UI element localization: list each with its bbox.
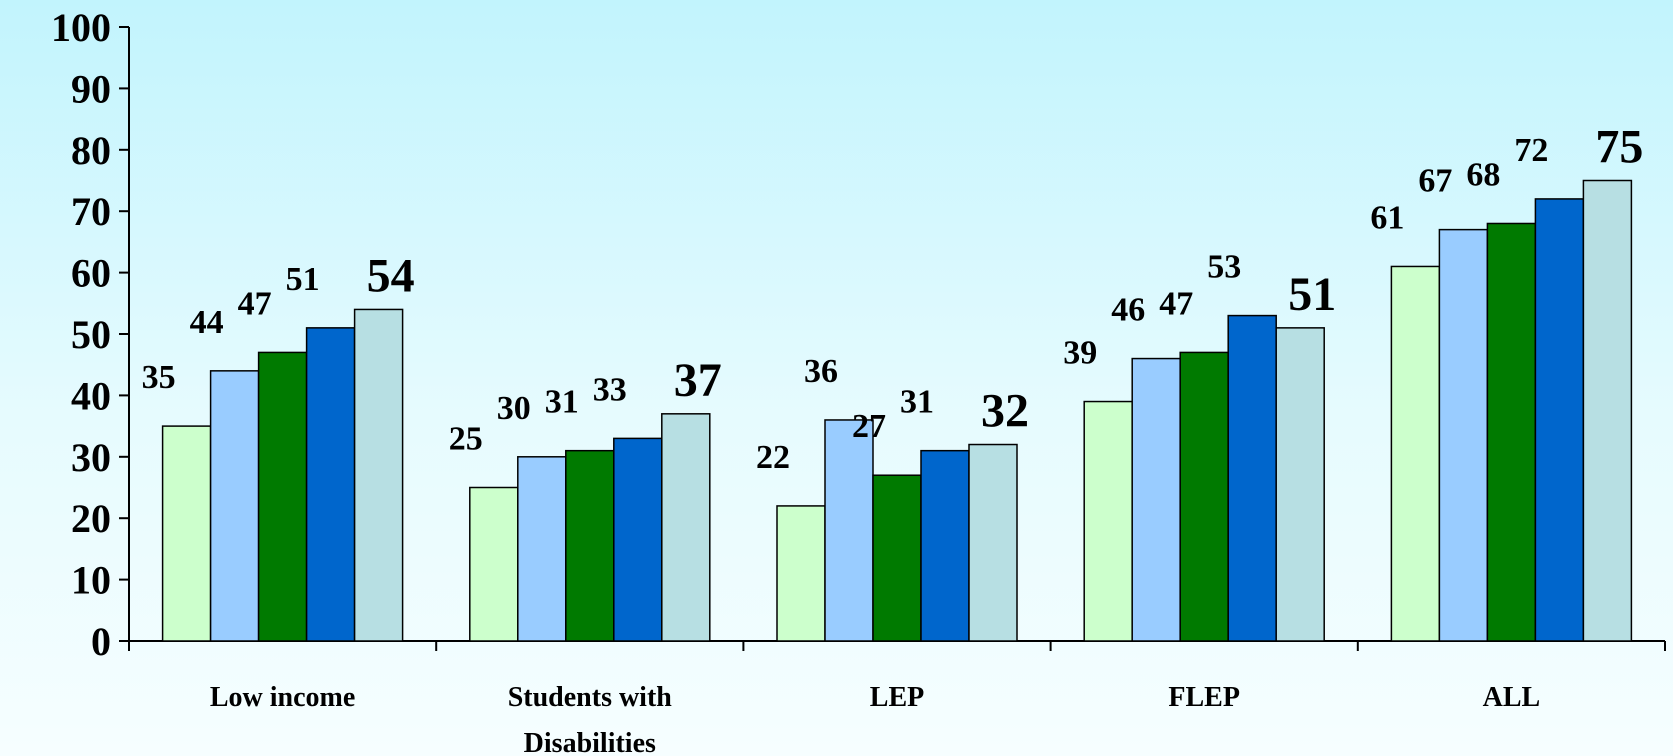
y-tick-label: 10	[71, 558, 111, 603]
bar-value-label: 36	[804, 353, 838, 390]
x-category-label: ALL	[1483, 682, 1541, 713]
bar	[305, 327, 356, 642]
y-tick-label: 80	[71, 128, 111, 173]
bar	[1131, 357, 1181, 642]
bar-value-label: 31	[900, 384, 934, 421]
y-tick-label: 20	[71, 496, 111, 541]
bar-value-label: 75	[1595, 121, 1643, 174]
bar	[920, 449, 970, 642]
bar-value-label: 30	[497, 390, 531, 427]
bar-value-label: 68	[1466, 156, 1500, 193]
bar-value-label: 47	[1159, 285, 1193, 322]
x-category-label: LEP	[870, 682, 924, 713]
y-tick-label: 30	[71, 435, 111, 480]
bar	[1486, 222, 1537, 642]
bar	[661, 413, 711, 642]
bar-value-label: 61	[1370, 199, 1404, 236]
bar-value-label: 67	[1418, 163, 1452, 200]
data-labels: 35 25 22 39 61 44 30 36 46 67 47 31 27 47 68 51 33 31 53 72…	[142, 121, 1644, 476]
bar	[469, 486, 519, 642]
y-tick-label: 100	[51, 5, 111, 50]
bar-value-label: 47	[238, 285, 272, 322]
bar	[161, 425, 212, 642]
bar	[824, 419, 874, 642]
bar	[517, 456, 567, 642]
bar	[1275, 327, 1325, 642]
x-category-label: Low income	[210, 682, 355, 713]
x-category-label: FLEP	[1168, 682, 1240, 713]
bar-value-label: 31	[545, 384, 579, 421]
x-category-label: Students with Disabilities	[508, 682, 673, 756]
axes: 0 10 20 30 40 50 60 70 80 90 100 Low income Students…	[51, 5, 1666, 756]
bar-value-label: 39	[1063, 335, 1097, 372]
bar-value-label: 44	[190, 304, 224, 341]
y-tick-label: 70	[71, 189, 111, 234]
bar	[209, 370, 260, 642]
bar	[257, 351, 308, 642]
y-tick-label: 90	[71, 66, 111, 111]
bar	[1438, 228, 1489, 642]
y-tick-label: 50	[71, 312, 111, 357]
bar	[353, 308, 404, 642]
bar-value-label: 35	[142, 359, 176, 396]
bar	[968, 443, 1018, 642]
bar	[872, 474, 922, 642]
bar-value-label: 37	[674, 354, 722, 407]
bar	[1390, 265, 1441, 642]
bar	[1582, 179, 1633, 642]
bar-value-label: 33	[593, 371, 627, 408]
bar	[613, 437, 663, 642]
bar	[1179, 351, 1229, 642]
bar-value-label: 25	[449, 421, 483, 458]
bar-value-label: 53	[1207, 249, 1241, 286]
bar-value-label: 46	[1111, 292, 1145, 329]
bar-value-label: 72	[1514, 132, 1548, 169]
bar	[1534, 198, 1585, 642]
bar-value-label: 51	[1288, 268, 1336, 321]
bar-value-label: 32	[981, 385, 1029, 438]
bar	[1227, 314, 1277, 642]
y-tick-label: 0	[91, 619, 111, 664]
y-tick-label: 40	[71, 373, 111, 418]
y-tick-label: 60	[71, 251, 111, 296]
bar	[565, 449, 615, 642]
bar	[776, 505, 826, 642]
bar-value-label: 54	[367, 249, 415, 302]
bar-value-label: 27	[852, 408, 886, 445]
bar-value-label: 22	[756, 439, 790, 476]
bar-value-label: 51	[286, 261, 320, 298]
bars	[161, 179, 1633, 642]
bar	[1083, 400, 1133, 642]
